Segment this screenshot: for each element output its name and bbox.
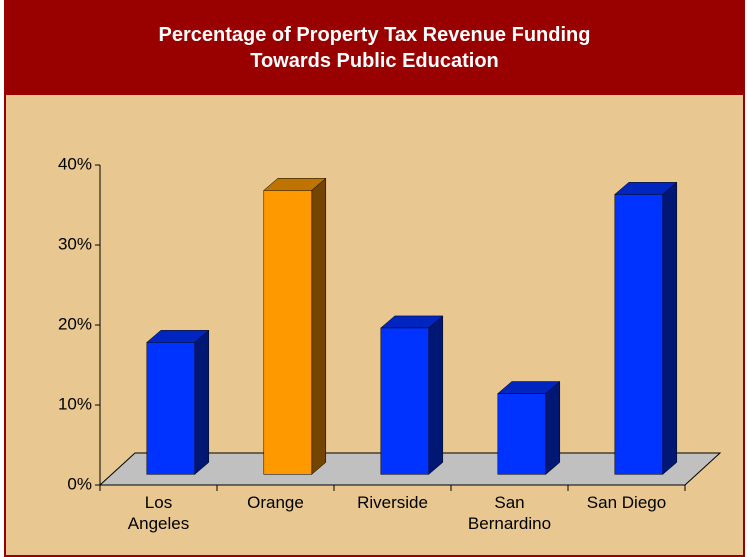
x-tick-label: Orange — [247, 493, 304, 512]
bar-side — [662, 181, 678, 475]
bar — [497, 393, 547, 475]
y-tick-label: 20% — [58, 314, 92, 333]
bar-side — [311, 177, 327, 475]
y-tick-label: 30% — [58, 234, 92, 253]
bar — [380, 327, 430, 475]
bar-side — [194, 329, 210, 475]
page: Percentage of Property Tax Revenue Fundi… — [4, 0, 745, 557]
bar — [263, 190, 313, 475]
bar-side — [428, 315, 444, 475]
bar — [146, 342, 196, 475]
y-tick-label: 0% — [67, 474, 92, 493]
y-tick-label: 10% — [58, 394, 92, 413]
x-tick-label: Riverside — [357, 493, 428, 512]
x-tick-label: Los Angeles — [127, 493, 190, 533]
title-banner: Percentage of Property Tax Revenue Fundi… — [4, 0, 745, 95]
bar — [614, 194, 664, 475]
bar-side — [545, 380, 561, 475]
chart: 0% 10% 20% 30% 40% — [58, 154, 722, 493]
chart-title: Percentage of Property Tax Revenue Fundi… — [158, 23, 591, 72]
y-tick-label: 40% — [58, 154, 92, 173]
x-tick-label: San Bernardino — [467, 493, 552, 533]
x-tick-label: San Diego — [586, 493, 667, 512]
